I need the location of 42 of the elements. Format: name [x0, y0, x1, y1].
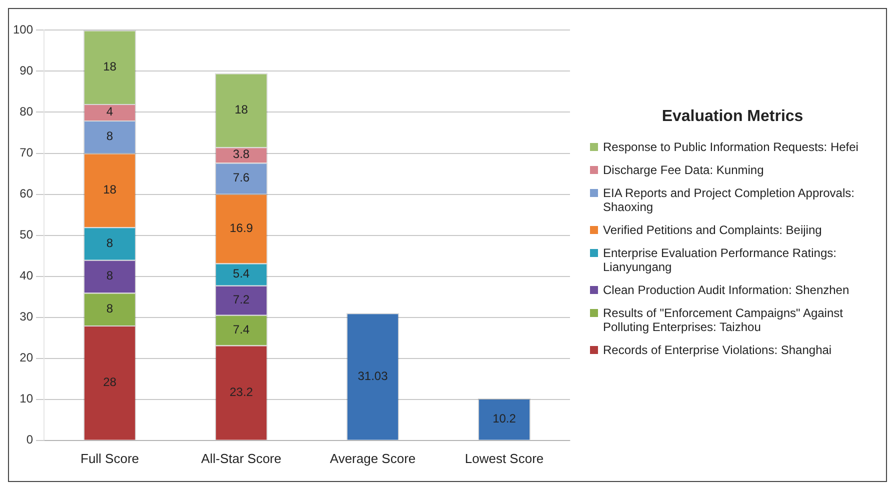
data-label: 23.2 [230, 384, 254, 399]
y-tick-label: 80 [20, 104, 34, 119]
data-label: 7.6 [232, 170, 250, 185]
data-label: 7.4 [232, 322, 250, 336]
y-tick-label: 50 [20, 228, 34, 242]
legend-label: Enterprise Evaluation Performance Ratings: Lianyungang [603, 246, 838, 274]
data-label: 5.4 [232, 266, 250, 281]
data-label: 18 [103, 59, 117, 74]
data-label: 7.2 [232, 292, 250, 306]
data-label: 18 [103, 182, 117, 196]
data-label: 18 [234, 102, 248, 116]
legend-label: Response to Public Information Requests: Hefei [603, 140, 858, 154]
x-tick-label: Full Score [80, 450, 140, 466]
y-tick-label: 100 [12, 22, 34, 37]
y-tick-label: 0 [26, 432, 34, 447]
legend-title: Evaluation Metrics [660, 108, 804, 126]
legend-label: Results of "Enforcement Campaigns" Against Polluting Enterprises: Taizhou [603, 306, 844, 334]
y-tick-label: 20 [20, 350, 34, 365]
data-label: 16.9 [230, 220, 254, 235]
data-label: 3.8 [232, 147, 250, 162]
legend-label: Discharge Fee Data: Kunming [603, 163, 764, 177]
data-label: 8 [106, 301, 114, 316]
legend-label: Records of Enterprise Violations: Shanghai [603, 343, 832, 357]
x-tick-label: All-Star Score [201, 450, 282, 466]
data-label: 8 [106, 236, 114, 250]
data-label: 31.03 [358, 368, 388, 383]
y-tick-label: 70 [20, 146, 34, 160]
x-tick-label: Lowest Score [464, 450, 544, 466]
y-tick-label: 30 [20, 310, 34, 324]
data-label: 28 [103, 375, 117, 390]
legend-label: Verified Petitions and Complaints: Beijing [603, 223, 822, 237]
data-label: 4 [106, 104, 114, 119]
y-tick-label: 60 [20, 186, 34, 201]
data-label: 8 [106, 129, 114, 144]
x-tick-label: Average Score [330, 450, 416, 466]
data-label: 10.2 [492, 412, 516, 426]
y-tick-label: 90 [20, 64, 34, 78]
y-tick-label: 40 [20, 268, 34, 283]
legend-label: Clean Production Audit Information: Shenzhen [603, 283, 850, 297]
y-tick-label: 10 [20, 392, 34, 406]
legend-label: EIA Reports and Project Completion Approvals: Shaoxing [603, 186, 856, 214]
data-label: 8 [106, 268, 114, 283]
